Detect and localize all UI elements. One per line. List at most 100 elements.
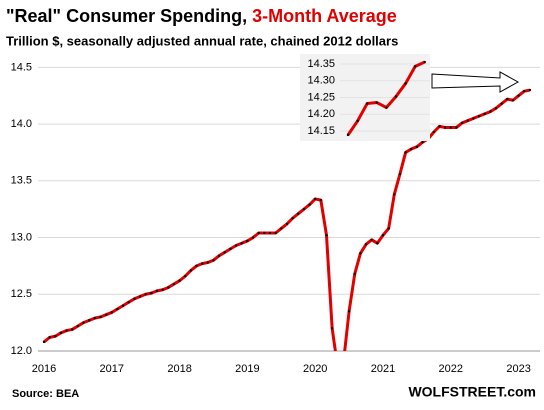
- data-point: [477, 114, 481, 118]
- data-point: [99, 315, 102, 319]
- data-point: [206, 261, 210, 264]
- y-tick-label: 13.5: [11, 175, 32, 187]
- data-point: [65, 329, 68, 332]
- data-point: [370, 238, 373, 242]
- data-point: [337, 367, 339, 369]
- data-point: [347, 310, 351, 313]
- data-point: [432, 130, 436, 134]
- chart-subtitle: Trillion $, seasonally adjusted annual r…: [6, 33, 398, 48]
- data-point: [88, 319, 91, 322]
- y-tick-label: 13.0: [11, 231, 32, 243]
- data-point: [184, 274, 187, 278]
- data-point: [172, 282, 176, 286]
- data-point: [443, 126, 447, 129]
- data-point: [455, 126, 458, 129]
- data-point: [489, 110, 492, 113]
- data-point: [251, 236, 255, 239]
- data-point: [297, 212, 300, 215]
- data-point: [167, 286, 170, 289]
- data-point: [212, 259, 215, 262]
- data-point: [314, 197, 317, 201]
- data-point: [415, 145, 419, 148]
- x-tick-label: 2017: [100, 363, 124, 375]
- data-point: [385, 106, 388, 109]
- data-point: [133, 297, 136, 301]
- data-point: [410, 147, 413, 151]
- x-tick-label: 2019: [235, 363, 259, 375]
- watermark: WOLFSTREET.com: [408, 384, 536, 400]
- data-point: [274, 231, 277, 235]
- data-point: [353, 272, 356, 276]
- data-point: [517, 94, 520, 97]
- data-point: [375, 101, 378, 104]
- data-point: [178, 279, 181, 282]
- data-point: [127, 301, 130, 304]
- data-point: [93, 316, 97, 320]
- x-tick-label: 2023: [506, 363, 530, 375]
- data-point: [54, 335, 57, 338]
- y-tick-label: 12.5: [11, 288, 32, 300]
- data-point: [240, 242, 243, 245]
- data-point: [398, 172, 402, 176]
- inset-plot: 14.15 14.20 14.25 14.30 14.35: [300, 54, 430, 141]
- data-point: [460, 121, 464, 125]
- data-point: [201, 262, 204, 265]
- x-tick-label: 2022: [439, 363, 463, 375]
- data-point: [257, 231, 260, 235]
- inset-y-tick-label: 14.20: [307, 108, 335, 120]
- data-point: [110, 311, 114, 314]
- data-point: [404, 82, 407, 85]
- data-point: [246, 239, 249, 243]
- data-point: [359, 252, 362, 255]
- data-point: [144, 293, 147, 296]
- data-point: [393, 193, 396, 196]
- data-point: [494, 106, 498, 110]
- data-point: [42, 340, 46, 344]
- data-point: [523, 89, 526, 93]
- data-point: [342, 361, 344, 363]
- data-point: [48, 336, 51, 339]
- data-point: [421, 141, 424, 144]
- data-point: [82, 321, 85, 324]
- data-point: [414, 65, 417, 68]
- data-point: [234, 244, 238, 247]
- data-point: [280, 227, 283, 230]
- data-line: [43, 88, 531, 351]
- title-main: "Real" Consumer Spending,: [6, 6, 247, 26]
- data-point: [285, 222, 289, 226]
- main-plot: 12.0 12.5 13.0 13.5 14.0 14.5 2016 2017 2018 2019…: [11, 61, 540, 375]
- data-point: [466, 119, 469, 122]
- data-point: [189, 269, 193, 272]
- data-point: [387, 227, 390, 230]
- x-tick-label: 2020: [303, 363, 327, 375]
- data-point: [223, 251, 226, 254]
- data-point: [138, 295, 142, 298]
- data-point: [423, 60, 426, 64]
- data-point: [308, 203, 311, 206]
- data-point: [71, 328, 74, 331]
- x-tick-label: 2021: [371, 363, 395, 375]
- data-point: [155, 289, 159, 293]
- arrow: [431, 71, 520, 93]
- x-tick-label: 2018: [167, 363, 191, 375]
- data-point: [364, 243, 368, 246]
- y-tick-label: 14.0: [11, 118, 32, 130]
- data-point: [394, 95, 398, 98]
- data-point: [506, 97, 509, 101]
- data-point: [217, 254, 221, 257]
- y-tick-label: 12.0: [11, 345, 32, 357]
- data-point: [511, 99, 515, 102]
- y-tick-label: 14.5: [11, 61, 32, 73]
- chart-title: "Real" Consumer Spending, 3-Month Average: [6, 6, 397, 26]
- data-point: [366, 102, 369, 105]
- data-point: [291, 217, 294, 220]
- data-point: [438, 125, 441, 128]
- data-point: [404, 151, 407, 154]
- title-highlight: 3-Month Average: [252, 6, 397, 26]
- inset-y-tick-label: 14.35: [307, 58, 335, 70]
- data-point: [150, 291, 153, 295]
- data-point: [472, 117, 475, 120]
- inset-y-tick-label: 14.25: [307, 91, 335, 103]
- data-point: [376, 242, 379, 245]
